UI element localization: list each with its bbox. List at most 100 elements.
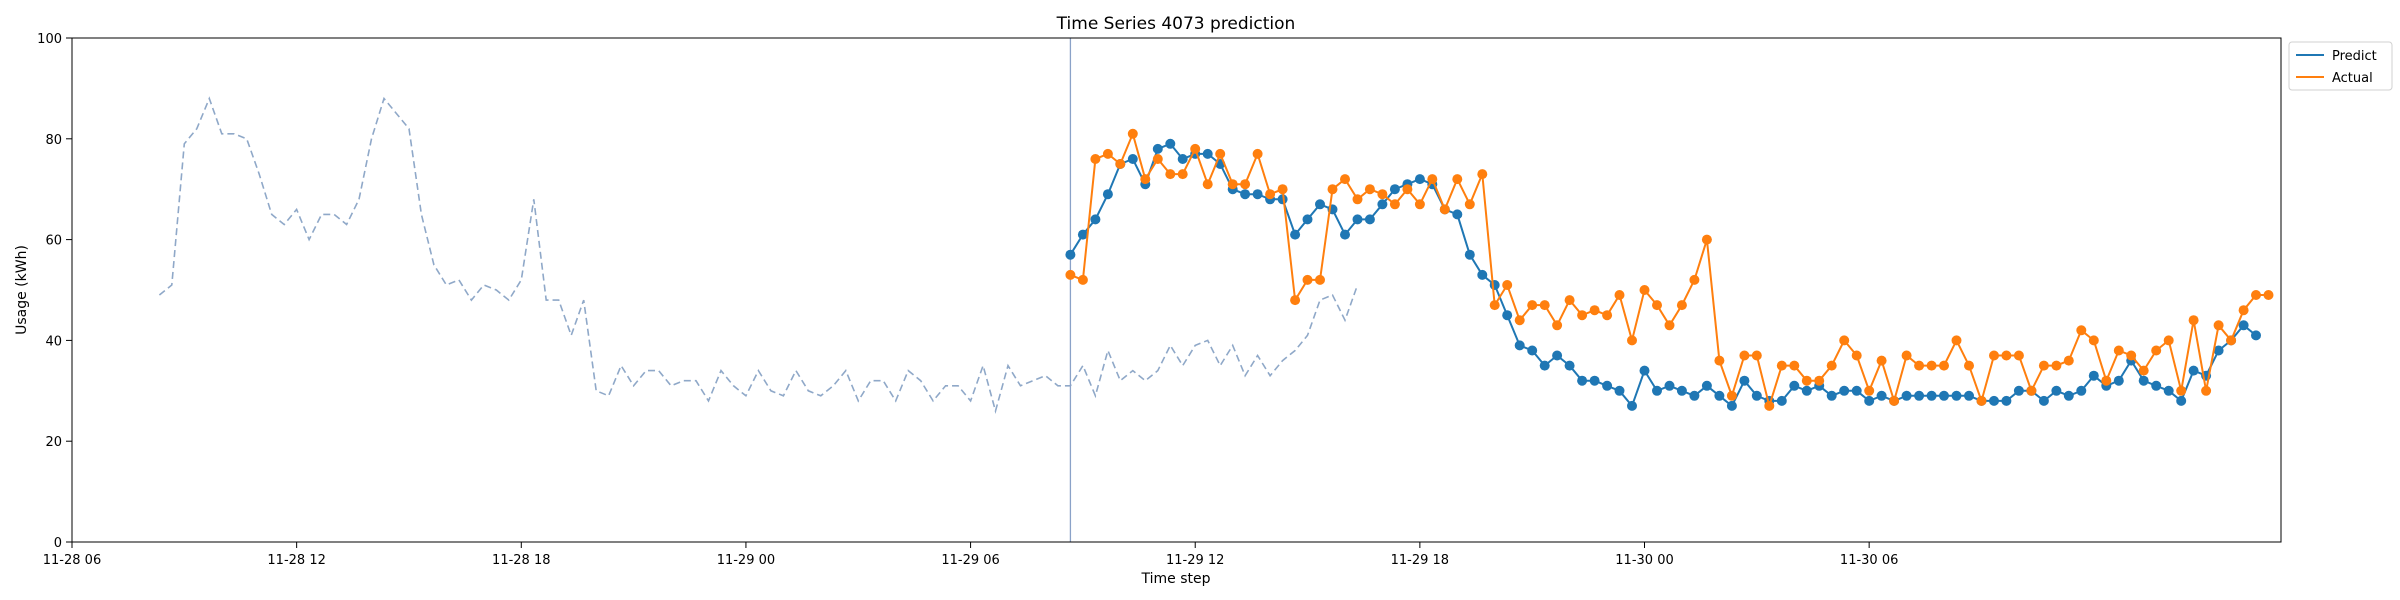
data-point-predict xyxy=(1964,390,1974,401)
data-point-actual xyxy=(1589,305,1600,316)
series-line-actual xyxy=(1070,130,2269,410)
data-point-predict xyxy=(2176,395,2187,406)
x-tick-label: 11-29 18 xyxy=(1391,553,1449,568)
data-point-actual xyxy=(1664,320,1675,331)
data-point-actual xyxy=(1402,184,1413,195)
data-point-predict xyxy=(1864,395,1875,406)
data-point-predict xyxy=(1826,390,1837,401)
data-point-actual xyxy=(1315,274,1325,285)
x-tick-label: 11-29 06 xyxy=(941,553,999,568)
data-point-actual xyxy=(1914,360,1925,371)
data-point-predict xyxy=(1901,390,1912,401)
plot-frame xyxy=(71,37,2282,543)
x-tick-label: 11-28 12 xyxy=(267,553,325,568)
data-point-actual xyxy=(1352,194,1363,205)
data-point-predict xyxy=(1240,189,1251,200)
data-point-actual xyxy=(2251,290,2261,300)
data-point-actual xyxy=(1140,174,1151,185)
data-point-actual xyxy=(1240,179,1251,190)
data-point-predict xyxy=(1514,340,1525,351)
legend: Predict Actual xyxy=(2288,41,2393,91)
data-point-actual xyxy=(1864,385,1875,396)
data-point-actual xyxy=(1477,169,1488,180)
data-point-predict xyxy=(1914,390,1925,401)
data-point-predict xyxy=(2063,390,2074,401)
data-point-predict xyxy=(1077,229,1088,240)
data-point-actual xyxy=(1077,274,1088,285)
data-point-actual xyxy=(2163,335,2174,346)
data-point-predict xyxy=(2213,345,2224,356)
data-point-actual xyxy=(1751,350,1762,361)
y-tick-label: 80 xyxy=(45,133,62,148)
data-point-actual xyxy=(2051,360,2062,371)
data-point-actual xyxy=(1302,274,1313,285)
data-point-actual xyxy=(1602,310,1613,321)
data-point-actual xyxy=(1901,350,1912,361)
data-point-actual xyxy=(1190,143,1201,154)
data-point-actual xyxy=(1689,274,1700,285)
data-point-predict xyxy=(1627,400,1637,411)
data-point-actual xyxy=(2188,315,2199,326)
data-point-actual xyxy=(1464,199,1475,210)
data-point-actual xyxy=(1926,360,1937,371)
data-point-actual xyxy=(1115,159,1126,169)
data-point-predict xyxy=(1552,350,1563,361)
data-point-actual xyxy=(1290,295,1301,306)
data-point-predict xyxy=(1876,390,1887,401)
data-point-predict xyxy=(1127,154,1138,164)
data-point-actual xyxy=(1127,128,1138,139)
data-point-actual xyxy=(1090,154,1101,164)
data-point-actual xyxy=(2088,335,2099,346)
data-point-predict xyxy=(2001,395,2012,406)
data-point-predict xyxy=(1652,385,1662,396)
data-point-actual xyxy=(1527,300,1538,311)
data-point-actual xyxy=(1839,335,1850,346)
data-point-predict xyxy=(1751,390,1762,401)
data-point-actual xyxy=(1789,360,1800,371)
y-axis: 0 20 40 60 80 100 xyxy=(37,32,72,551)
data-point-actual xyxy=(1976,395,1987,406)
data-point-predict xyxy=(2238,320,2249,331)
plot-area xyxy=(158,38,2274,542)
data-point-predict xyxy=(1789,380,1800,391)
y-tick-label: 100 xyxy=(37,32,62,47)
data-point-predict xyxy=(1177,154,1188,164)
data-point-actual xyxy=(2238,305,2249,316)
data-point-actual xyxy=(1277,184,1288,195)
data-point-predict xyxy=(1539,360,1550,371)
data-point-predict xyxy=(1065,249,1076,260)
data-point-actual xyxy=(1227,179,1238,190)
data-point-actual xyxy=(2213,320,2224,331)
data-point-actual xyxy=(2138,365,2149,376)
data-point-actual xyxy=(1414,199,1425,210)
y-tick-label: 40 xyxy=(45,334,62,349)
data-point-predict xyxy=(2138,375,2149,386)
data-point-actual xyxy=(1427,174,1438,185)
x-tick-label: 11-30 00 xyxy=(1615,553,1673,568)
data-point-actual xyxy=(1564,295,1575,306)
data-point-actual xyxy=(1340,174,1350,185)
data-point-predict xyxy=(1676,385,1687,396)
y-tick-label: 0 xyxy=(54,536,62,551)
data-point-predict xyxy=(1739,375,1750,386)
data-point-predict xyxy=(1614,385,1625,396)
data-point-actual xyxy=(1215,148,1226,159)
data-point-predict xyxy=(1577,375,1588,386)
data-point-actual xyxy=(1676,300,1687,311)
data-point-actual xyxy=(1876,355,1887,366)
data-point-predict xyxy=(1090,214,1101,225)
data-point-actual xyxy=(2201,385,2212,396)
data-point-actual xyxy=(1327,184,1338,195)
data-point-predict xyxy=(2113,375,2124,386)
data-point-predict xyxy=(1714,390,1725,401)
data-point-predict xyxy=(1527,345,1538,356)
data-point-predict xyxy=(1414,174,1425,185)
data-point-predict xyxy=(1502,310,1513,321)
data-point-actual xyxy=(2101,375,2112,386)
data-point-predict xyxy=(1277,194,1288,205)
data-point-predict xyxy=(1926,390,1937,401)
data-point-actual xyxy=(2001,350,2012,361)
data-point-actual xyxy=(2263,290,2274,300)
data-point-actual xyxy=(1851,350,1862,361)
data-point-predict xyxy=(2251,330,2261,341)
